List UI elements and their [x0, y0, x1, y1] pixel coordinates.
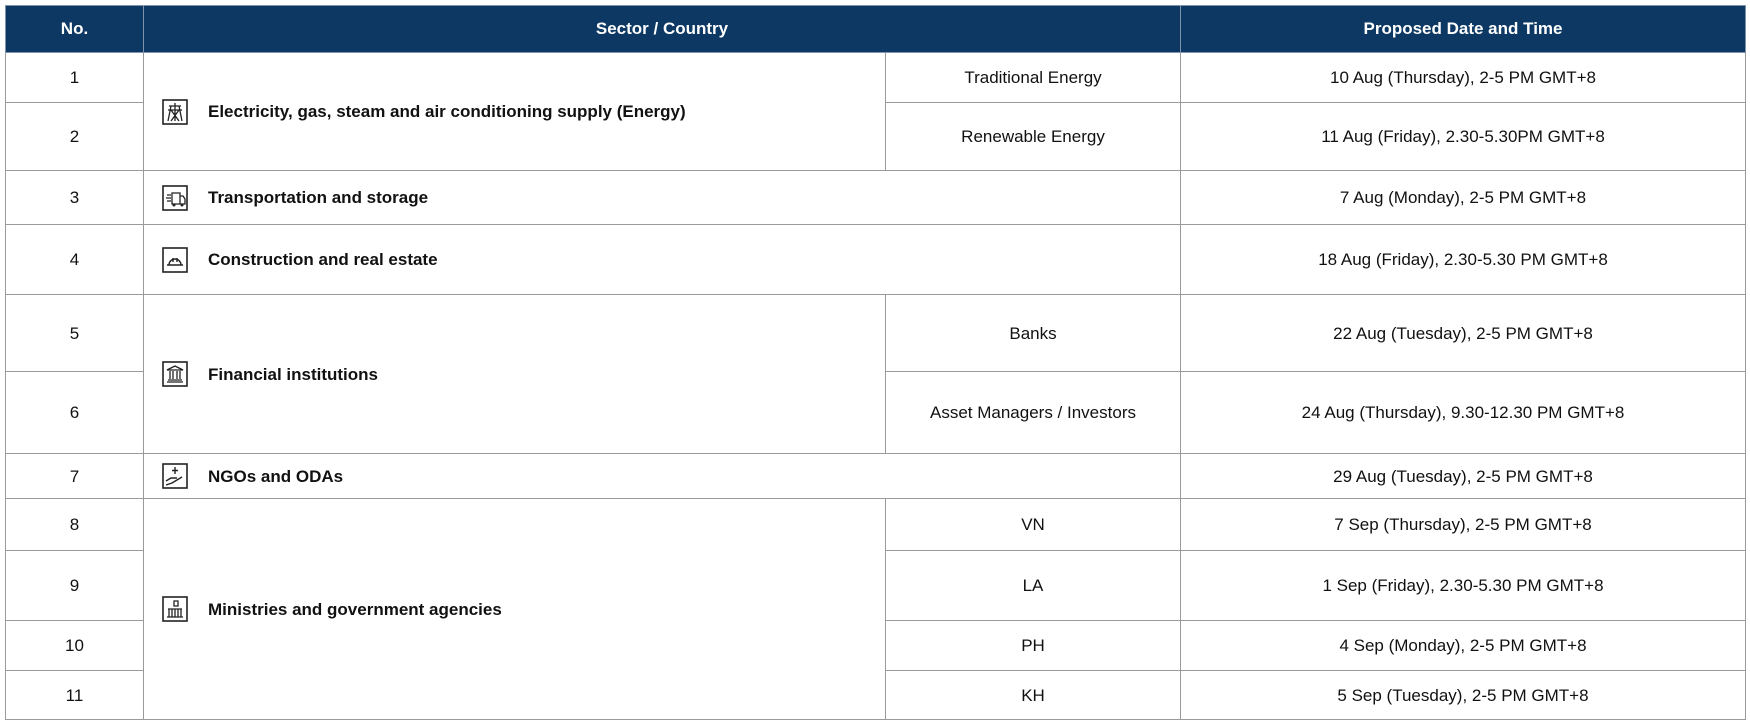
- row-number: 7: [5, 453, 144, 499]
- table-row: 6 Asset Managers / Investors 24 Aug (Thurs…: [5, 371, 1746, 454]
- header-no: No.: [5, 5, 144, 53]
- proposed-date: 4 Sep (Monday), 2-5 PM GMT+8: [1180, 620, 1746, 671]
- sector-icon: [162, 98, 188, 125]
- proposed-date: 11 Aug (Friday), 2.30-5.30PM GMT+8: [1180, 102, 1746, 171]
- proposed-date: 1 Sep (Friday), 2.30-5.30 PM GMT+8: [1180, 550, 1746, 621]
- sector-cell: Ministries and government agencies: [143, 498, 886, 720]
- row-number: 11: [5, 670, 144, 720]
- sub-category: KH: [885, 670, 1181, 720]
- sector-cell: Financial institutions: [143, 294, 886, 454]
- sector-wrap: Financial institutions: [162, 361, 871, 387]
- sector-wrap: Ministries and government agencies: [162, 596, 871, 622]
- proposed-date: 10 Aug (Thursday), 2-5 PM GMT+8: [1180, 52, 1746, 103]
- sector-name: Transportation and storage: [208, 188, 429, 207]
- sub-category: Renewable Energy: [885, 102, 1181, 171]
- table-row: 8 Ministries and government agencies VN 7 S…: [5, 498, 1746, 720]
- sector-icon: [162, 596, 188, 622]
- sector-wrap: Construction and real estate: [162, 246, 1166, 273]
- table-row: 7 NGOs and ODAs 29 Aug (Tuesday), 2-5 PM G…: [5, 453, 1746, 499]
- sector-name: NGOs and ODAs: [208, 466, 344, 486]
- sector-name: Financial institutions: [208, 364, 379, 384]
- sector-wrap: Transportation and storage: [162, 184, 1166, 211]
- row-number: 2: [5, 102, 144, 171]
- sector-cell: Electricity, gas, steam and air conditio…: [143, 52, 886, 171]
- sector-wrap: Electricity, gas, steam and air conditio…: [162, 98, 871, 125]
- sub-category: Banks: [885, 294, 1181, 372]
- table-row: 3 Transportation and storage 7 Aug (Monday…: [5, 170, 1746, 225]
- sector-name: Ministries and government agencies: [208, 599, 502, 619]
- row-number: 10: [5, 620, 144, 671]
- table-row: 5 Financial institutions Banks 22 Aug (Tues…: [5, 294, 1746, 454]
- sub-category: PH: [885, 620, 1181, 671]
- row-number: 4: [5, 224, 144, 295]
- sector-icon: [162, 246, 188, 273]
- sub-category: VN: [885, 498, 1181, 551]
- row-number: 6: [5, 371, 144, 454]
- proposed-date: 22 Aug (Tuesday), 2-5 PM GMT+8: [1180, 294, 1746, 372]
- row-number: 9: [5, 550, 144, 621]
- header-date: Proposed Date and Time: [1180, 5, 1746, 53]
- proposed-date: 7 Sep (Thursday), 2-5 PM GMT+8: [1180, 498, 1746, 551]
- proposed-date: 18 Aug (Friday), 2.30-5.30 PM GMT+8: [1180, 224, 1746, 295]
- sector-icon: [162, 463, 188, 489]
- row-number: 3: [5, 170, 144, 225]
- sector-cell: Transportation and storage: [143, 170, 1181, 225]
- proposed-date: 5 Sep (Tuesday), 2-5 PM GMT+8: [1180, 670, 1746, 720]
- table-row: 4 Construction and real estate 18 Aug (Fri…: [5, 224, 1746, 295]
- table-body: 1 Electricity, gas, steam and air conditi…: [5, 52, 1746, 720]
- table-row: 11 KH 5 Sep (Tuesday), 2-5 PM GMT+8: [5, 670, 1746, 720]
- sub-category: Traditional Energy: [885, 52, 1181, 103]
- table-row: 10 PH 4 Sep (Monday), 2-5 PM GMT+8: [5, 620, 1746, 671]
- sub-category: Asset Managers / Investors: [885, 371, 1181, 454]
- proposed-date: 29 Aug (Tuesday), 2-5 PM GMT+8: [1180, 453, 1746, 499]
- header-sector: Sector / Country: [143, 5, 1181, 53]
- header-row: No. Sector / Country Proposed Date and T…: [5, 5, 1746, 53]
- sector-icon: [162, 361, 188, 387]
- sector-icon: [162, 184, 188, 211]
- proposed-date: 24 Aug (Thursday), 9.30-12.30 PM GMT+8: [1180, 371, 1746, 454]
- table-row: 2 Renewable Energy 11 Aug (Friday), 2.30-5…: [5, 102, 1746, 171]
- sector-cell: NGOs and ODAs: [143, 453, 1181, 499]
- sector-name: Electricity, gas, steam and air conditio…: [208, 102, 686, 121]
- table-row: 9 LA 1 Sep (Friday), 2.30-5.30 PM GMT+8: [5, 550, 1746, 621]
- row-number: 1: [5, 52, 144, 103]
- table-row: 1 Electricity, gas, steam and air conditi…: [5, 52, 1746, 171]
- schedule-table: No. Sector / Country Proposed Date and T…: [5, 5, 1746, 720]
- sub-category: LA: [885, 550, 1181, 621]
- sector-name: Construction and real estate: [208, 250, 438, 269]
- row-number: 5: [5, 294, 144, 372]
- sector-wrap: NGOs and ODAs: [162, 463, 1166, 489]
- sector-cell: Construction and real estate: [143, 224, 1181, 295]
- proposed-date: 7 Aug (Monday), 2-5 PM GMT+8: [1180, 170, 1746, 225]
- row-number: 8: [5, 498, 144, 551]
